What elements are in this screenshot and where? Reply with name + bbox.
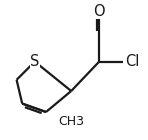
Text: Cl: Cl xyxy=(126,54,140,69)
Text: O: O xyxy=(93,4,105,19)
Text: S: S xyxy=(30,54,40,69)
Text: CH3: CH3 xyxy=(58,115,84,128)
